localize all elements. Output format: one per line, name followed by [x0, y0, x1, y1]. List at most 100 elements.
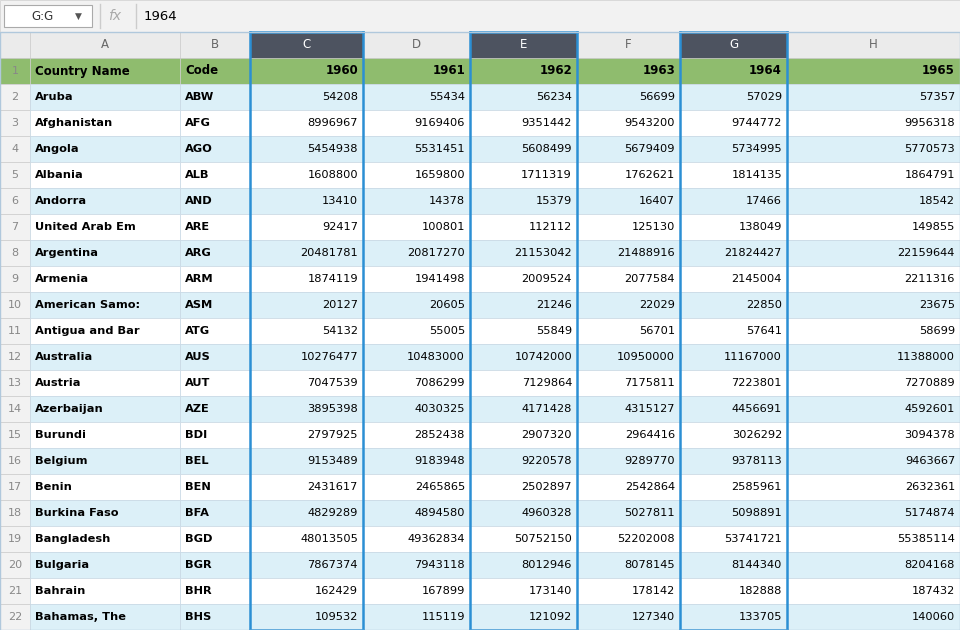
Bar: [787, 162, 960, 188]
Text: 2542864: 2542864: [625, 482, 675, 492]
Text: 17: 17: [8, 482, 22, 492]
Text: 12: 12: [8, 352, 22, 362]
Bar: [680, 422, 787, 448]
Text: Andorra: Andorra: [35, 196, 87, 206]
Text: 23675: 23675: [919, 300, 955, 310]
Bar: [0, 136, 30, 162]
Bar: [0, 214, 30, 240]
Text: 10950000: 10950000: [617, 352, 675, 362]
Text: AND: AND: [185, 196, 213, 206]
Bar: [0, 604, 30, 630]
Text: 5531451: 5531451: [415, 144, 465, 154]
Text: 4960328: 4960328: [521, 508, 572, 518]
Bar: [470, 58, 577, 84]
Text: AZE: AZE: [185, 404, 209, 414]
Bar: [470, 292, 577, 318]
Bar: [0, 162, 30, 188]
Text: ARM: ARM: [185, 274, 214, 284]
Text: 2211316: 2211316: [904, 274, 955, 284]
Text: 9153489: 9153489: [307, 456, 358, 466]
Text: 7270889: 7270889: [904, 378, 955, 388]
Text: 9543200: 9543200: [625, 118, 675, 128]
Bar: [30, 240, 180, 266]
Bar: [30, 188, 180, 214]
Text: 1864791: 1864791: [904, 170, 955, 180]
Bar: [470, 266, 577, 292]
Text: 100801: 100801: [421, 222, 465, 232]
Bar: [577, 474, 680, 500]
Text: 178142: 178142: [632, 586, 675, 596]
Bar: [363, 136, 470, 162]
Text: BEL: BEL: [185, 456, 208, 466]
Text: 4894580: 4894580: [415, 508, 465, 518]
Bar: [0, 344, 30, 370]
Bar: [577, 110, 680, 136]
Text: 138049: 138049: [738, 222, 782, 232]
Text: 50752150: 50752150: [515, 534, 572, 544]
Bar: [0, 84, 30, 110]
Text: 58699: 58699: [919, 326, 955, 336]
Bar: [680, 474, 787, 500]
Text: 57357: 57357: [919, 92, 955, 102]
Bar: [577, 188, 680, 214]
Bar: [363, 318, 470, 344]
Bar: [680, 84, 787, 110]
Text: H: H: [869, 38, 877, 52]
Bar: [250, 188, 363, 214]
Text: 2585961: 2585961: [732, 482, 782, 492]
Text: 20127: 20127: [322, 300, 358, 310]
Bar: [30, 526, 180, 552]
Bar: [470, 188, 577, 214]
Bar: [250, 136, 363, 162]
Bar: [0, 500, 30, 526]
Bar: [577, 344, 680, 370]
Bar: [250, 110, 363, 136]
Text: 5: 5: [12, 170, 18, 180]
Text: 4: 4: [12, 144, 18, 154]
Text: 9378113: 9378113: [732, 456, 782, 466]
Bar: [0, 240, 30, 266]
Bar: [787, 526, 960, 552]
Bar: [470, 474, 577, 500]
Text: 1962: 1962: [540, 64, 572, 77]
Text: 1964: 1964: [144, 9, 178, 23]
Bar: [470, 422, 577, 448]
Bar: [577, 266, 680, 292]
Bar: [577, 526, 680, 552]
Bar: [180, 396, 250, 422]
Bar: [250, 84, 363, 110]
Text: 54208: 54208: [322, 92, 358, 102]
Bar: [180, 266, 250, 292]
Bar: [470, 526, 577, 552]
Bar: [363, 110, 470, 136]
Text: 18542: 18542: [919, 196, 955, 206]
Bar: [470, 604, 577, 630]
Text: ▼: ▼: [75, 11, 82, 21]
Bar: [577, 240, 680, 266]
Bar: [0, 422, 30, 448]
Text: 7: 7: [12, 222, 18, 232]
Text: BEN: BEN: [185, 482, 211, 492]
Bar: [0, 32, 30, 58]
Bar: [787, 84, 960, 110]
Text: 9289770: 9289770: [624, 456, 675, 466]
Text: F: F: [625, 38, 632, 52]
Bar: [787, 292, 960, 318]
Text: 5679409: 5679409: [625, 144, 675, 154]
Text: D: D: [412, 38, 421, 52]
Bar: [0, 0, 960, 32]
Bar: [250, 396, 363, 422]
Text: 2145004: 2145004: [732, 274, 782, 284]
Bar: [470, 344, 577, 370]
Text: 1963: 1963: [642, 64, 675, 77]
Text: 20605: 20605: [429, 300, 465, 310]
Text: 5027811: 5027811: [624, 508, 675, 518]
Text: 5770573: 5770573: [904, 144, 955, 154]
Bar: [180, 500, 250, 526]
Bar: [180, 526, 250, 552]
Bar: [787, 110, 960, 136]
Text: Burundi: Burundi: [35, 430, 86, 440]
Text: 16: 16: [8, 456, 22, 466]
Text: 4829289: 4829289: [307, 508, 358, 518]
Text: AUT: AUT: [185, 378, 210, 388]
